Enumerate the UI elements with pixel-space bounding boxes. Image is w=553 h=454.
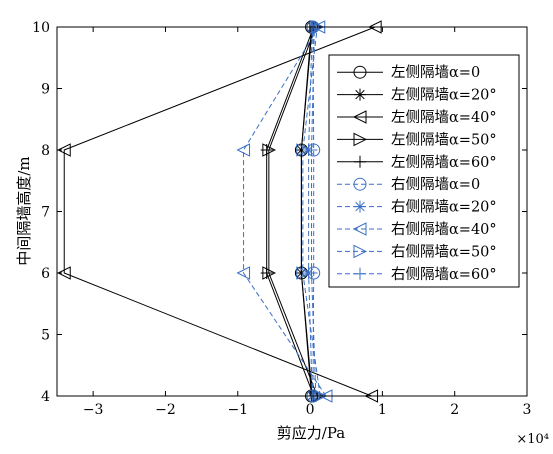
legend-marker xyxy=(353,244,368,259)
legend-label: 右侧隔墙α=20° xyxy=(391,199,497,216)
legend-label: 右侧隔墙α=60° xyxy=(391,266,497,283)
y-tick-label: 8 xyxy=(41,143,50,159)
x-scale-note: ×10⁴ xyxy=(516,432,549,447)
x-tick-label: 0 xyxy=(306,402,315,418)
x-tick-label: 1 xyxy=(378,402,387,418)
legend-entry-6: 右侧隔墙α=20° xyxy=(337,199,497,216)
y-tick-label: 9 xyxy=(41,82,50,98)
legend-marker xyxy=(353,65,367,79)
legend-entry-8: 右侧隔墙α=50° xyxy=(337,243,497,260)
x-tick-label: 2 xyxy=(450,402,459,418)
legend-entry-7: 右侧隔墙α=40° xyxy=(337,221,497,238)
data-point-4-2 xyxy=(260,144,273,156)
series-line-6 xyxy=(308,26,313,397)
legend-label: 左侧隔墙α=40° xyxy=(391,109,497,126)
x-tick-label: 3 xyxy=(523,402,532,418)
legend-marker xyxy=(354,267,366,280)
legend-entry-2: 左侧隔墙α=40° xyxy=(337,109,497,126)
data-point-8-1 xyxy=(296,266,310,280)
legend-label: 左侧隔墙α=0 xyxy=(391,64,480,81)
legend-label: 右侧隔墙α=0 xyxy=(391,176,480,193)
legend-label: 右侧隔墙α=40° xyxy=(391,221,497,238)
legend-marker xyxy=(353,132,368,147)
series-line-2 xyxy=(63,26,376,397)
y-tick-label: 7 xyxy=(41,205,50,221)
data-point-2-2 xyxy=(57,143,71,157)
data-point-4-1 xyxy=(260,267,273,279)
y-tick-label: 10 xyxy=(32,20,50,36)
legend-marker xyxy=(353,177,367,191)
series-line-4 xyxy=(266,26,315,397)
legend-marker xyxy=(354,200,366,213)
series-line-7 xyxy=(243,26,327,397)
legend-entry-0: 左侧隔墙α=0 xyxy=(337,64,480,81)
series-2 xyxy=(57,20,382,403)
data-point-2-1 xyxy=(57,266,71,280)
legend-marker xyxy=(352,110,367,124)
x-tick-label: −3 xyxy=(83,402,104,418)
x-tick-label: −2 xyxy=(155,402,176,418)
legend-marker xyxy=(354,88,366,101)
y-tick-label: 4 xyxy=(41,389,50,405)
legend-label: 左侧隔墙α=50° xyxy=(391,131,497,148)
legend-entry-9: 右侧隔墙α=60° xyxy=(337,266,497,283)
y-axis-title: 中间隔墙高度/m xyxy=(15,156,33,265)
legend-entry-1: 左侧隔墙α=20° xyxy=(337,87,497,104)
legend-marker xyxy=(354,155,366,168)
y-tick-label: 5 xyxy=(41,328,50,344)
series-line-9 xyxy=(311,26,317,397)
data-point-7-2 xyxy=(236,143,251,157)
axes-layer: −3 −2 −1 0 1 2 3 4 5 6 7 8 9 10 xyxy=(32,20,531,418)
data-point-9-2 xyxy=(305,144,318,156)
x-tick-label: −1 xyxy=(227,402,248,418)
legend-label: 左侧隔墙α=20° xyxy=(391,87,497,104)
legend-label: 右侧隔墙α=50° xyxy=(391,243,497,260)
legend-label: 左侧隔墙α=60° xyxy=(391,154,497,171)
legend-entry-3: 左侧隔墙α=50° xyxy=(337,131,497,148)
series-line-3 xyxy=(268,26,318,397)
legend-entry-5: 右侧隔墙α=0 xyxy=(337,176,480,193)
legend-entry-4: 左侧隔墙α=60° xyxy=(337,154,497,171)
data-point-8-2 xyxy=(296,143,310,157)
series-line-8 xyxy=(302,26,321,397)
data-point-9-1 xyxy=(305,267,318,279)
legend: 左侧隔墙α=0 左侧隔墙α=20° 左侧隔墙α=40° 左侧隔墙α=50° 左侧隔墙α=… xyxy=(328,54,520,288)
x-axis-title: 剪应力/Pa xyxy=(277,424,345,442)
series-line-1 xyxy=(300,26,313,397)
legend-marker xyxy=(352,222,367,236)
y-tick-label: 6 xyxy=(41,266,50,282)
data-point-7-1 xyxy=(236,266,251,280)
